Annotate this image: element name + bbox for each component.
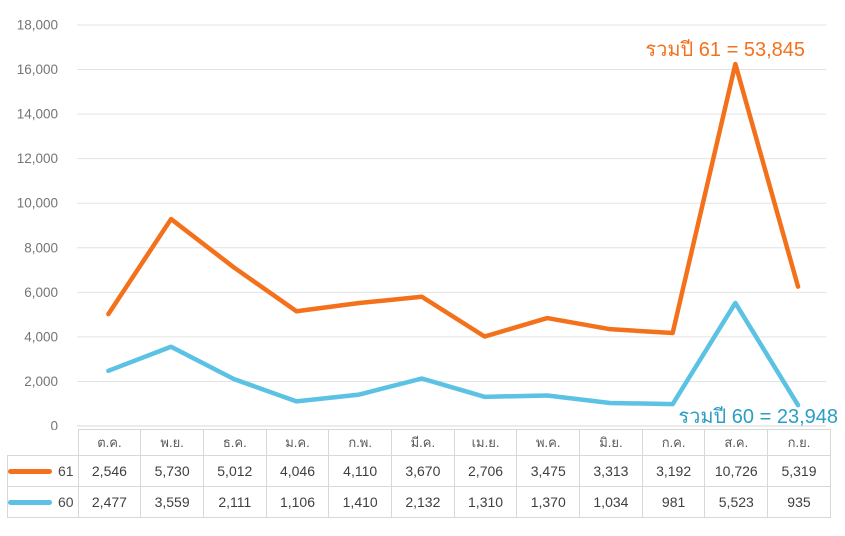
month-header: พ.ค. <box>516 429 581 456</box>
value-cell: 5,730 <box>140 455 204 487</box>
table-header-row: ต.ค. พ.ย. ธ.ค. ม.ค. ก.พ. มี.ค. เม.ย. พ.ค. มิ.ย. ก… <box>8 429 831 456</box>
y-axis-label: 10,000 <box>17 196 58 211</box>
value-cell: 5,012 <box>202 455 267 487</box>
data-table: ต.ค. พ.ย. ธ.ค. ม.ค. ก.พ. มี.ค. เม.ย. พ.ค. มิ.ย. ก… <box>7 429 831 518</box>
month-header: ธ.ค. <box>202 429 267 456</box>
total-annotation-61: รวมปี 61 = 53,845 <box>645 39 805 61</box>
value-cell: 3,313 <box>579 455 643 487</box>
y-axis-label: 16,000 <box>17 62 58 77</box>
value-cell: 3,670 <box>391 455 455 487</box>
legend-cell-60: 60 <box>7 486 79 518</box>
series-row-60: 60 2,477 3,559 2,111 1,106 1,410 2,132 1,310 1,3… <box>7 486 831 518</box>
value-cell: 3,192 <box>641 455 706 487</box>
value-cell: 1,034 <box>579 486 643 518</box>
value-cell: 1,106 <box>265 486 330 518</box>
series-line-61 <box>106 61 801 339</box>
value-cell: 5,523 <box>704 486 769 518</box>
month-header: ส.ค. <box>704 429 769 456</box>
value-cell: 2,546 <box>77 455 142 487</box>
month-header: เม.ย. <box>453 429 518 456</box>
month-header: มี.ค. <box>391 429 455 456</box>
series-line-60 <box>106 300 801 408</box>
series-row-61: 61 2,546 5,730 5,012 4,046 4,110 3,670 2,706 3,4… <box>7 455 831 487</box>
value-cell: 3,559 <box>140 486 204 518</box>
month-header: ก.ค. <box>641 429 706 456</box>
y-axis-label: 12,000 <box>17 151 58 166</box>
value-cell: 2,111 <box>202 486 267 518</box>
y-axis-label: 6,000 <box>24 285 58 300</box>
legend-line-swatch-61 <box>8 468 52 474</box>
month-header: มิ.ย. <box>579 429 643 456</box>
month-header: พ.ย. <box>140 429 204 456</box>
value-cell: 1,310 <box>453 486 518 518</box>
y-axis-label: 2,000 <box>24 374 58 389</box>
value-cell: 2,706 <box>453 455 518 487</box>
value-cell: 981 <box>641 486 706 518</box>
y-axis-label: 18,000 <box>17 18 58 33</box>
value-cell: 1,370 <box>516 486 581 518</box>
month-header: ม.ค. <box>265 429 330 456</box>
value-cell: 10,726 <box>704 455 769 487</box>
value-cell: 3,475 <box>516 455 581 487</box>
y-axis-label: 0 <box>50 419 58 431</box>
value-cell: 5,319 <box>767 455 831 487</box>
value-cell: 2,132 <box>391 486 455 518</box>
month-header: ก.พ. <box>328 429 393 456</box>
legend-cell-61: 61 <box>7 455 79 487</box>
legend-label: 61 <box>58 463 74 479</box>
legend-label: 60 <box>58 494 74 510</box>
value-cell: 1,410 <box>328 486 393 518</box>
value-cell: 4,110 <box>328 455 393 487</box>
month-header: ก.ย. <box>767 429 831 456</box>
y-axis-label: 4,000 <box>24 329 58 344</box>
table-corner-cell <box>8 430 79 456</box>
month-header: ต.ค. <box>77 429 142 456</box>
total-annotation-60: รวมปี 60 = 23,948 <box>678 406 838 428</box>
y-axis-label: 8,000 <box>24 240 58 255</box>
value-cell: 935 <box>767 486 831 518</box>
legend-line-swatch-60 <box>8 499 52 505</box>
value-cell: 2,477 <box>77 486 142 518</box>
value-cell: 4,046 <box>265 455 330 487</box>
y-axis-label: 14,000 <box>17 107 58 122</box>
line-chart: 0 2,000 4,000 6,000 8,000 10,000 12,000 14,000 1… <box>17 18 826 431</box>
